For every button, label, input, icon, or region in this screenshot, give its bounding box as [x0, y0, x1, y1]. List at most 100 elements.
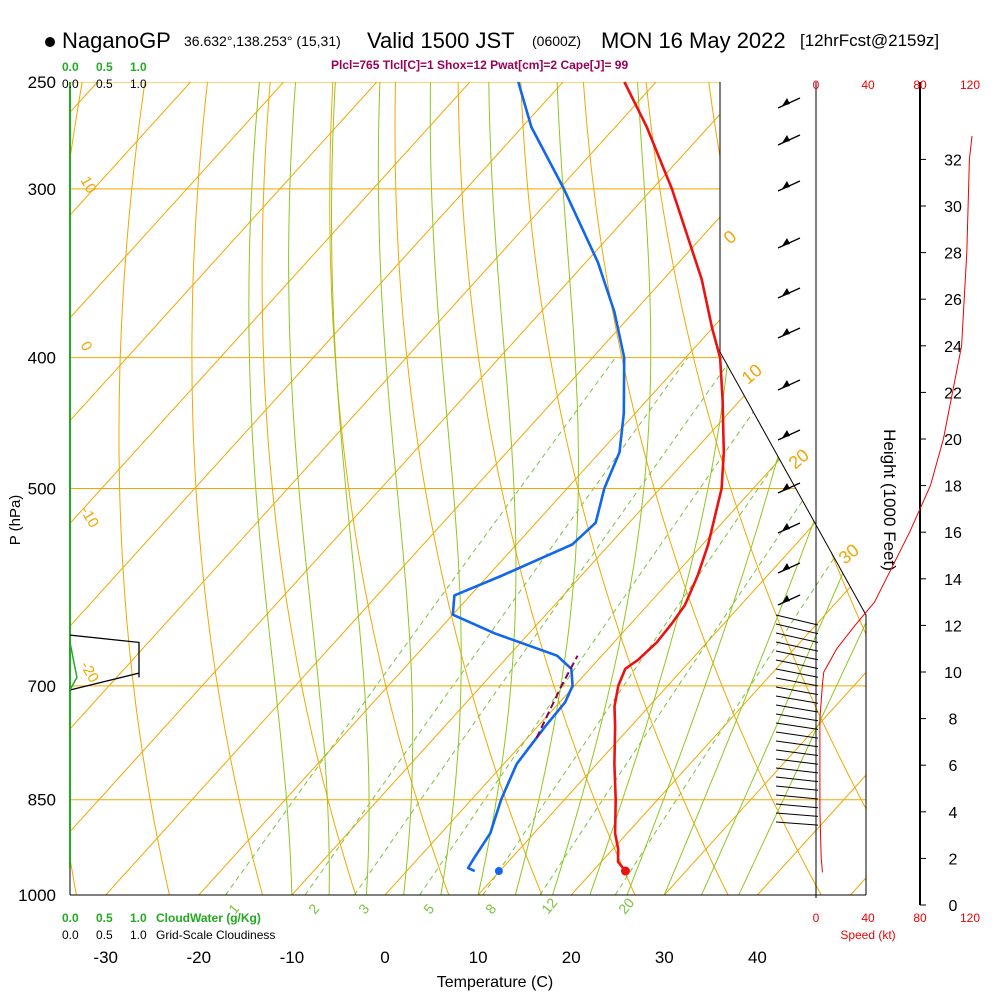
cloud-water-line: [69, 642, 78, 691]
temperature-tick-label: 0: [380, 948, 389, 967]
wind-barb-light: [775, 731, 819, 739]
dry-adiabat-line: [645, 82, 866, 895]
wind-barb-light: [775, 722, 819, 730]
wind-barb-icon: [777, 522, 801, 534]
surface-dewpoint-marker: [494, 867, 503, 876]
cloudiness-scale-top: 0.5: [96, 77, 113, 91]
cloud-panel: 0.0 0.0 0.5 0.5 1.0 1.0 0.0 0.0 0.5 0.5 1.0 1.0 Clou…: [62, 60, 275, 942]
isotherm-label-right: 30: [835, 540, 863, 568]
moist-adiabat-line: [377, 82, 414, 895]
pressure-tick-label: 500: [28, 480, 56, 499]
height-tick-label: 10: [944, 665, 962, 682]
cloud-water-scale-top: 1.0: [130, 60, 147, 74]
wind-barb-light: [775, 614, 819, 626]
speed-tick-bottom: 0: [813, 911, 820, 925]
cloud-water-label: CloudWater (g/Kg): [156, 911, 261, 925]
profile-layer: [451, 81, 726, 876]
height-tick-label: 8: [949, 712, 958, 729]
temperature-tick-label: 10: [469, 948, 488, 967]
wind-barb-light: [775, 767, 819, 774]
dry-adiabat-line: [582, 82, 822, 895]
parcel-path-line: [535, 655, 579, 739]
cloud-water-scale-bottom: 0.5: [96, 911, 113, 925]
wind-barb-flag: [782, 328, 790, 336]
dry-adiabat-line: [457, 82, 636, 895]
height-tick-label: 2: [949, 851, 958, 868]
temperature-tick-label: -20: [187, 948, 212, 967]
moist-adiabat-line: [663, 82, 866, 895]
cloudiness-label: Grid-Scale Cloudiness: [156, 928, 275, 942]
isotherm-label-left: 0: [77, 339, 96, 355]
wind-barb-light: [775, 794, 819, 800]
moist-adiabat-line: [552, 82, 652, 895]
wind-barb-flag: [782, 238, 790, 246]
height-tick-label: 14: [944, 572, 962, 589]
wind-speed-line: [819, 136, 973, 873]
valid-date: MON 16 May 2022: [601, 28, 786, 53]
wind-barb-icon: [777, 379, 801, 391]
temperature-tick-label: 30: [655, 948, 674, 967]
station-dot-icon: [45, 37, 55, 47]
wind-barb-light: [775, 623, 819, 635]
pressure-tick-label: 850: [28, 791, 56, 810]
wind-barb-flag: [782, 380, 790, 388]
wind-barb-flag: [782, 430, 790, 438]
moist-adiabat-line: [738, 82, 866, 895]
mixing-ratio-line: [539, 357, 866, 895]
wind-barb-light: [775, 803, 819, 809]
height-tick-label: 26: [944, 292, 962, 309]
dry-adiabat-line: [118, 82, 170, 895]
pressure-tick-label: 300: [28, 180, 56, 199]
isotherm-label-right: 10: [738, 360, 766, 388]
wind-barb-icon: [777, 562, 801, 574]
wind-barb-light: [775, 776, 819, 783]
dry-adiabat-line: [520, 82, 729, 895]
wind-barb-light: [775, 677, 819, 687]
isotherm-line: [570, 82, 866, 895]
cloudiness-scale-bottom: 0.0: [62, 928, 79, 942]
wind-barb-flag: [782, 98, 790, 106]
wind-barb-light: [775, 704, 819, 713]
mixing-ratio-label: 3: [355, 901, 372, 917]
temperature-axis-label: Temperature (C): [437, 974, 553, 991]
moist-adiabat-line: [288, 82, 330, 895]
wind-barb-flag: [782, 483, 790, 491]
moist-adiabat-line: [477, 82, 517, 895]
wind-barb-icon: [777, 237, 801, 249]
wind-barb-light: [775, 812, 819, 817]
sounding-parameters: Plcl=765 Tlcl[C]=1 Shox=12 Pwat[cm]=2 Ca…: [331, 58, 629, 72]
speed-tick-bottom: 40: [861, 911, 875, 925]
dewpoint-line: [451, 81, 626, 873]
temperature-line: [613, 81, 726, 872]
height-tick-label: 22: [944, 385, 962, 402]
height-axis-label: Height (1000 Feet): [880, 429, 899, 571]
wind-barb-light: [775, 686, 819, 696]
station-coordinates: 36.632°,138.253° (15,31): [184, 33, 341, 49]
wind-barb-icon: [777, 327, 801, 339]
isotherm-line: [70, 82, 285, 895]
isotherm-line: [70, 82, 378, 895]
height-tick-label: 20: [944, 432, 962, 449]
moist-adiabat-line: [248, 82, 293, 895]
chart-header: NaganoGP 36.632°,138.253° (15,31) Valid …: [0, 0, 1000, 72]
speed-tick-top: 80: [913, 78, 927, 92]
wind-barb-light: [775, 632, 819, 643]
height-tick-label: 30: [944, 199, 962, 216]
dry-adiabat-line: [191, 82, 264, 895]
valid-time: Valid 1500 JST: [367, 28, 515, 53]
pressure-tick-label: 700: [28, 677, 56, 696]
wind-barb-icon: [777, 594, 801, 606]
wind-barb-flag: [782, 523, 790, 531]
speed-tick-top: 40: [861, 78, 875, 92]
mixing-ratio-line: [419, 357, 792, 895]
wind-barb-light: [775, 695, 819, 704]
isotherm-line: [850, 82, 866, 895]
mixing-ratio-label: 8: [482, 901, 499, 917]
wind-barb-light: [775, 713, 819, 722]
height-tick-label: 18: [944, 479, 962, 496]
wind-barb-light: [775, 659, 819, 669]
wind-barb-flag: [782, 563, 790, 571]
